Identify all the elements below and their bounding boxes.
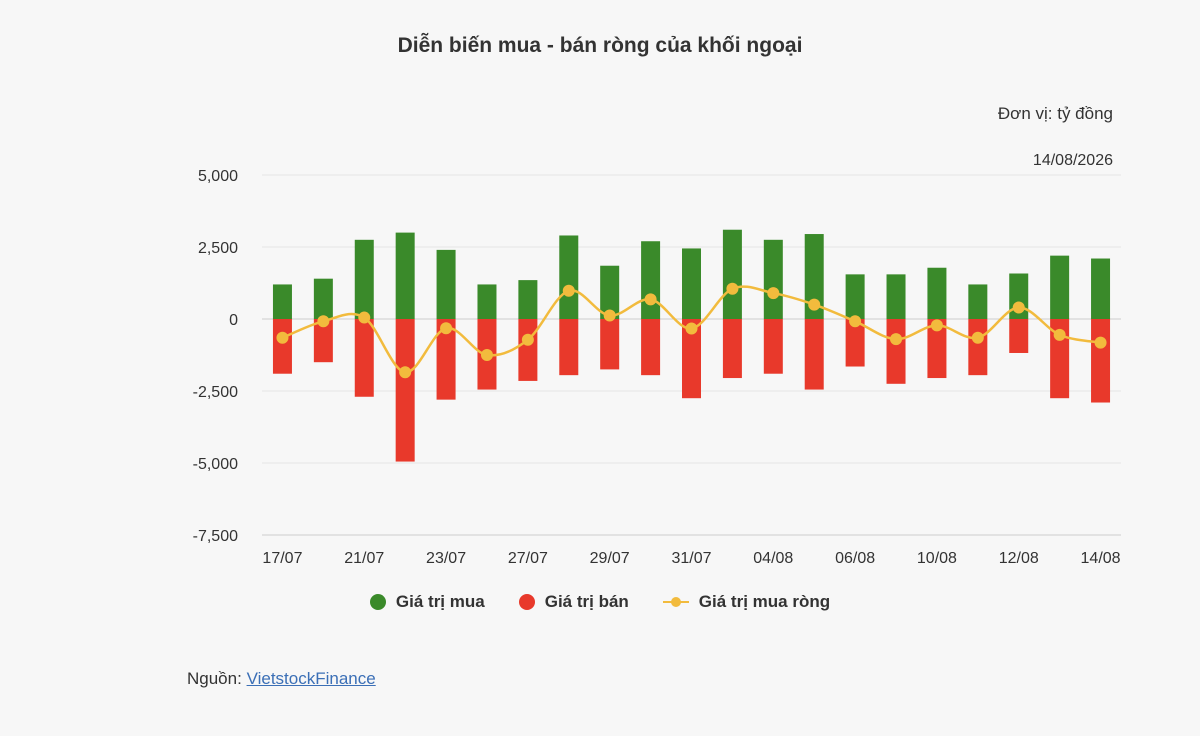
point-net [480, 349, 493, 361]
bar-buy [641, 241, 661, 319]
point-net [808, 298, 821, 311]
legend-net-marker: .line-marker::before{background:#f2bb3d} [662, 594, 689, 610]
point-net [562, 284, 575, 297]
bar-sell [1009, 319, 1029, 353]
bar-sell [1091, 319, 1111, 403]
bar-sell [763, 319, 783, 374]
bar-sell [272, 319, 292, 374]
bar-sell [804, 319, 824, 390]
y-tick-label: -5,000 [193, 456, 238, 473]
x-tick-label: 29/07 [590, 550, 630, 567]
date-label: 14/08/2026 [1033, 152, 1113, 169]
bar-buy [518, 280, 538, 319]
chart-title: Diễn biến mua - bán ròng của khối ngoại [397, 34, 803, 57]
bar-buy [682, 248, 701, 319]
bar-sell [559, 319, 579, 376]
bar-buy [845, 274, 865, 319]
legend-item-net[interactable]: .line-marker::before{background:#f2bb3d}… [662, 592, 831, 612]
x-tick-label: 31/07 [671, 550, 711, 567]
legend-sell-label: Giá trị bán [544, 592, 629, 611]
x-tick-label: 21/07 [344, 550, 384, 567]
y-tick-label: 2,500 [198, 240, 238, 257]
bar-buy [600, 265, 620, 319]
bar-buy [272, 284, 292, 319]
y-tick-label: 0 [229, 312, 238, 329]
bar-buy [313, 278, 333, 319]
point-net [685, 322, 698, 335]
x-tick-label: 06/08 [835, 550, 875, 567]
bar-buy [763, 239, 783, 319]
bar-buy [927, 267, 947, 319]
point-net [358, 311, 371, 324]
bar-sell [600, 319, 620, 370]
bar-sell [927, 319, 947, 379]
unit-label: Đơn vị: tỷ đồng [997, 104, 1113, 123]
legend-net-label: Giá trị mua ròng [698, 592, 831, 611]
bar-sell [722, 319, 742, 379]
bar-sell [354, 319, 374, 397]
legend-item-sell[interactable]: Giá trị bán [518, 592, 629, 612]
bar-buy [559, 235, 579, 319]
x-tick-label: 17/07 [262, 550, 302, 567]
x-tick-label: 14/08 [1081, 550, 1121, 567]
legend-sell-marker [518, 594, 535, 610]
y-tick-label: -2,500 [193, 384, 238, 401]
y-tick-label: -7,500 [193, 528, 238, 545]
bar-buy [886, 274, 906, 319]
bar-buy [1050, 255, 1070, 319]
point-net [726, 282, 739, 295]
bar-sell [395, 319, 415, 462]
x-tick-label: 12/08 [999, 550, 1039, 567]
point-net [890, 333, 903, 346]
point-net [930, 319, 943, 332]
bar-buy [722, 229, 742, 319]
bar-sell [682, 319, 701, 399]
bar-sell [968, 319, 988, 376]
x-tick-label: 27/07 [508, 550, 548, 567]
point-net [440, 322, 453, 335]
point-net [1012, 301, 1025, 314]
source-link[interactable]: VietstockFinance [246, 669, 376, 688]
bar-buy [1091, 258, 1111, 319]
point-net [767, 287, 780, 300]
bar-sell [641, 319, 661, 376]
chart-legend: Giá trị mua Giá trị bán .line-marker::be… [0, 592, 1200, 612]
y-tick-label: 5,000 [198, 168, 238, 185]
point-net [521, 333, 534, 346]
point-net [644, 293, 657, 306]
x-tick-label: 04/08 [753, 550, 793, 567]
point-net [317, 315, 330, 328]
point-net [1094, 336, 1107, 349]
legend-item-buy[interactable]: Giá trị mua [369, 592, 485, 612]
source-label: Nguồn: [187, 669, 242, 688]
bar-sell [1050, 319, 1070, 399]
point-net [603, 309, 616, 322]
bar-buy [354, 239, 374, 319]
legend-buy-label: Giá trị mua [395, 592, 485, 611]
bar-buy [477, 284, 497, 319]
x-tick-label: 23/07 [426, 550, 466, 567]
bar-buy [804, 234, 824, 319]
bar-sell [845, 319, 865, 367]
point-net [399, 366, 412, 379]
bar-sell [886, 319, 906, 384]
source-note: Nguồn: VietstockFinance [187, 669, 376, 689]
bar-sell [518, 319, 538, 381]
legend-buy-marker [369, 594, 386, 610]
point-net [849, 315, 862, 328]
bar-buy [395, 232, 415, 319]
bar-sell [313, 319, 333, 363]
bar-buy [968, 284, 988, 319]
x-tick-label: 10/08 [917, 550, 957, 567]
bar-buy [436, 249, 456, 319]
point-net [1053, 328, 1066, 341]
point-net [971, 331, 984, 344]
point-net [276, 331, 289, 344]
bar-sell [436, 319, 456, 400]
